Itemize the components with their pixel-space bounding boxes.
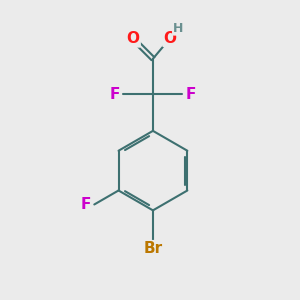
Text: O: O	[127, 32, 140, 46]
Text: O: O	[164, 31, 176, 46]
Text: Br: Br	[143, 241, 163, 256]
Text: F: F	[81, 197, 91, 212]
Text: H: H	[173, 22, 183, 34]
Text: F: F	[110, 87, 120, 102]
Text: F: F	[185, 87, 196, 102]
